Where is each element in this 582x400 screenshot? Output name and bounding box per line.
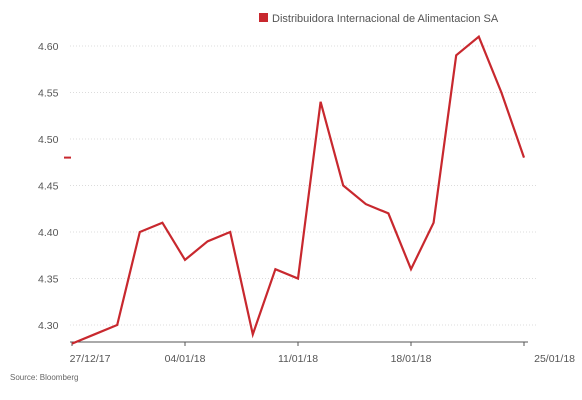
y-tick-label: 4.30 bbox=[38, 320, 59, 332]
x-axis: 27/12/17 04/01/18 11/01/18 18/01/18 25/01/18 bbox=[70, 341, 575, 365]
y-tick-label: 4.60 bbox=[38, 41, 59, 53]
x-tick-label: 27/12/17 bbox=[70, 353, 111, 365]
source-label: Source: Bloomberg bbox=[10, 373, 78, 382]
series-layer bbox=[71, 34, 526, 345]
series-line bbox=[71, 34, 526, 345]
x-tick-label: 04/01/18 bbox=[165, 353, 206, 365]
legend: Distribuidora Internacional de Alimentac… bbox=[259, 13, 499, 25]
x-tick-label: 25/01/18 bbox=[534, 353, 575, 365]
y-tick-label: 4.40 bbox=[38, 227, 59, 239]
x-tick-label: 18/01/18 bbox=[391, 353, 432, 365]
y-tick-label: 4.45 bbox=[38, 181, 59, 193]
y-tick-label: 4.35 bbox=[38, 274, 59, 286]
last-value-marker bbox=[64, 156, 71, 159]
legend-label: Distribuidora Internacional de Alimentac… bbox=[272, 13, 499, 25]
legend-swatch bbox=[259, 13, 268, 22]
y-axis: 4.30 4.35 4.40 4.45 4.50 4.55 4.60 bbox=[38, 41, 59, 332]
y-tick-label: 4.50 bbox=[38, 134, 59, 146]
gridlines bbox=[70, 45, 538, 326]
y-tick-label: 4.55 bbox=[38, 88, 59, 100]
x-tick-label: 11/01/18 bbox=[278, 353, 318, 365]
